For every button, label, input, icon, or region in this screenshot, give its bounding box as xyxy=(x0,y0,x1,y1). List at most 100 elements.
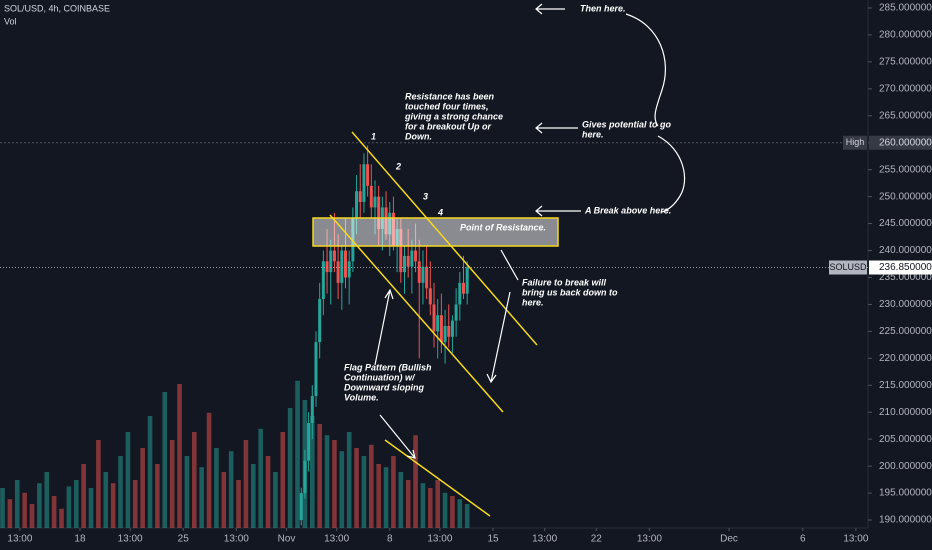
annotation: Downward sloping xyxy=(344,382,425,392)
annotation: Then here. xyxy=(580,3,626,13)
candle-body xyxy=(362,164,366,203)
candle-body xyxy=(447,325,451,337)
candle-body xyxy=(450,320,454,337)
y-tick-label: 285.00000000 xyxy=(879,3,932,14)
x-tick-label: 13:00 xyxy=(118,534,143,545)
annotation: Flag Pattern (Bullish xyxy=(344,362,432,372)
candle-body xyxy=(321,261,325,300)
y-tick-label: 215.00000000 xyxy=(879,380,932,391)
x-tick-label: 18 xyxy=(74,534,86,545)
candle-body xyxy=(377,196,381,229)
volume-bar xyxy=(280,432,286,528)
y-tick-label: 190.00000000 xyxy=(879,515,932,526)
x-tick-label: 15 xyxy=(487,534,499,545)
volume-bar xyxy=(420,483,426,528)
volume-bar xyxy=(339,451,345,528)
candle-body xyxy=(307,423,311,461)
volume-bar xyxy=(464,504,470,528)
arrow xyxy=(500,249,519,281)
volume-bar xyxy=(457,499,463,528)
volume-bar xyxy=(14,480,20,528)
x-tick-label: 13:00 xyxy=(637,534,662,545)
volume-bar xyxy=(265,456,271,528)
volume-bar xyxy=(96,440,101,528)
annotation: here. xyxy=(582,129,604,139)
candle-body xyxy=(358,191,362,203)
volume-bar xyxy=(162,392,168,528)
x-tick-label: 13:00 xyxy=(224,534,249,545)
volume-bar xyxy=(140,448,145,528)
candle-body xyxy=(347,261,351,278)
y-tick-label: 275.00000000 xyxy=(879,57,932,68)
volume-bar xyxy=(29,504,35,528)
volume-bar xyxy=(177,384,182,528)
volume-trendline xyxy=(384,439,491,517)
volume-bar xyxy=(405,480,411,528)
candle-body xyxy=(465,267,469,294)
candle-body xyxy=(458,282,462,305)
candle-body xyxy=(421,266,425,283)
annotation: Gives potential to go xyxy=(582,119,672,129)
volume-bar xyxy=(147,416,153,528)
volume-bar xyxy=(250,464,256,528)
annotation: A Break above here. xyxy=(584,205,671,215)
candle-body xyxy=(325,261,329,273)
annotation: giving a strong chance xyxy=(404,111,503,121)
candle-body xyxy=(332,250,336,262)
annotation: Failure to break will xyxy=(522,277,607,287)
volume-bar xyxy=(324,435,330,528)
arrow xyxy=(535,3,565,15)
price-line-name: SOLUSD xyxy=(829,262,867,272)
annotation: Down. xyxy=(405,131,432,141)
volume-bar xyxy=(428,488,433,528)
touch-label: 4 xyxy=(437,207,443,217)
arrow xyxy=(535,205,581,217)
volume-bar xyxy=(73,480,79,528)
annotation: Point of Resistance. xyxy=(460,222,546,232)
volume-bar xyxy=(110,483,116,528)
price-line-label: 260.00000000 xyxy=(879,137,932,148)
volume-bar xyxy=(88,488,94,528)
volume-bar xyxy=(155,464,160,528)
volume-bar xyxy=(66,486,72,528)
x-tick-label: 22 xyxy=(591,534,603,545)
y-tick-label: 195.00000000 xyxy=(879,488,932,499)
volume-bar xyxy=(214,448,219,528)
volume-bar xyxy=(450,496,455,528)
candle-body xyxy=(366,164,370,186)
volume-bar xyxy=(22,492,27,528)
volume-bar xyxy=(37,483,42,528)
price-line-label: 236.85000000 xyxy=(879,262,932,273)
candle-body xyxy=(373,196,377,208)
touch-label: 3 xyxy=(423,191,428,201)
candle-body xyxy=(462,282,466,294)
x-tick-label: 13:00 xyxy=(843,534,868,545)
candle-body xyxy=(436,315,440,332)
volume-bar xyxy=(442,492,448,528)
volume-bar xyxy=(376,464,381,528)
price-line-name: High xyxy=(846,137,865,147)
candle-body xyxy=(443,325,447,343)
curve xyxy=(625,13,666,127)
price-line-name-box xyxy=(829,260,867,275)
arrow xyxy=(486,291,511,384)
candle-body xyxy=(336,261,340,283)
volume-bar xyxy=(346,432,352,528)
y-tick-label: 200.00000000 xyxy=(879,461,932,472)
candle-body xyxy=(303,460,307,494)
annotation: touched four times, xyxy=(405,101,489,111)
candle-body xyxy=(318,299,322,343)
y-tick-label: 255.00000000 xyxy=(879,164,932,175)
volume-bar xyxy=(169,440,175,528)
y-tick-label: 280.00000000 xyxy=(879,30,932,41)
volume-bar xyxy=(236,480,241,528)
annotation: bring us back down to xyxy=(522,287,618,297)
volume-bar xyxy=(398,472,404,528)
volume-bar xyxy=(51,496,57,528)
touch-label: 2 xyxy=(395,161,401,171)
y-tick-label: 210.00000000 xyxy=(879,407,932,418)
volume-bar xyxy=(361,456,367,528)
candle-body xyxy=(417,261,421,283)
chart-title: SOL/USD, 4h, COINBASE xyxy=(4,3,110,13)
y-tick-label: 205.00000000 xyxy=(879,434,932,445)
